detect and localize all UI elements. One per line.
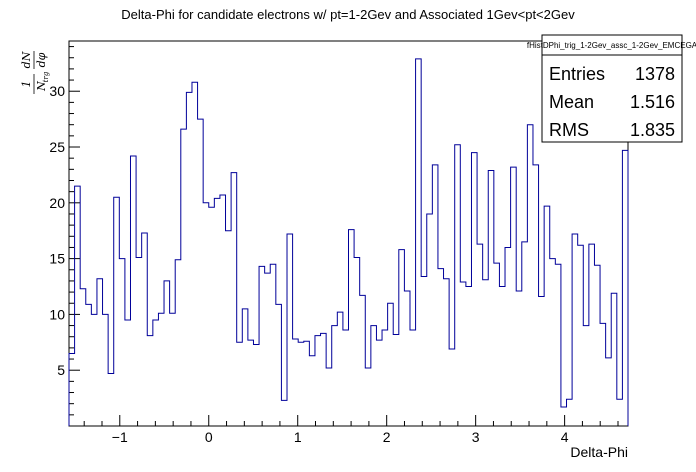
histogram-line (68, 58, 629, 426)
y-title-numerator: 1 (20, 81, 33, 88)
stats-entries-label: Entries (549, 64, 605, 84)
stats-entries-value: 1378 (635, 64, 675, 84)
y-title-frac-denominator: dφ (35, 52, 48, 67)
stats-rms-label: RMS (549, 120, 589, 140)
x-axis: −1 0 1 2 3 4 (83, 415, 619, 445)
x-tick-label: 1 (294, 429, 302, 445)
y-title-denominator: N (35, 81, 48, 92)
chart-title: Delta-Phi for candidate electrons w/ pt=… (121, 7, 575, 22)
y-title-frac-numerator: dN (20, 51, 33, 68)
y-tick-label: 10 (49, 306, 65, 322)
stats-box: fHistDPhi_trig_1-2Gev_assc_1-2Gev_EMCEGA… (527, 34, 696, 143)
x-tick-label: −1 (112, 429, 128, 445)
y-tick-label: 25 (49, 139, 65, 155)
y-tick-label: 20 (49, 195, 65, 211)
x-tick-label: 4 (561, 429, 569, 445)
y-axis-title: 1 N trg dN dφ (20, 51, 50, 94)
stats-mean-label: Mean (549, 92, 594, 112)
x-axis-title: Delta-Phi (570, 444, 628, 460)
y-title-subscript: trg (42, 71, 50, 82)
y-tick-label: 5 (57, 362, 65, 378)
y-axis: 5 10 15 20 25 30 (49, 46, 80, 416)
x-tick-label: 2 (383, 429, 391, 445)
x-tick-label: 3 (472, 429, 480, 445)
x-tick-label: 0 (205, 429, 213, 445)
stats-mean-value: 1.516 (630, 92, 675, 112)
stats-rms-value: 1.835 (630, 120, 675, 140)
stats-histogram-name: fHistDPhi_trig_1-2Gev_assc_1-2Gev_EMCEGA (527, 41, 696, 50)
y-tick-label: 30 (49, 83, 65, 99)
y-tick-label: 15 (49, 251, 65, 267)
